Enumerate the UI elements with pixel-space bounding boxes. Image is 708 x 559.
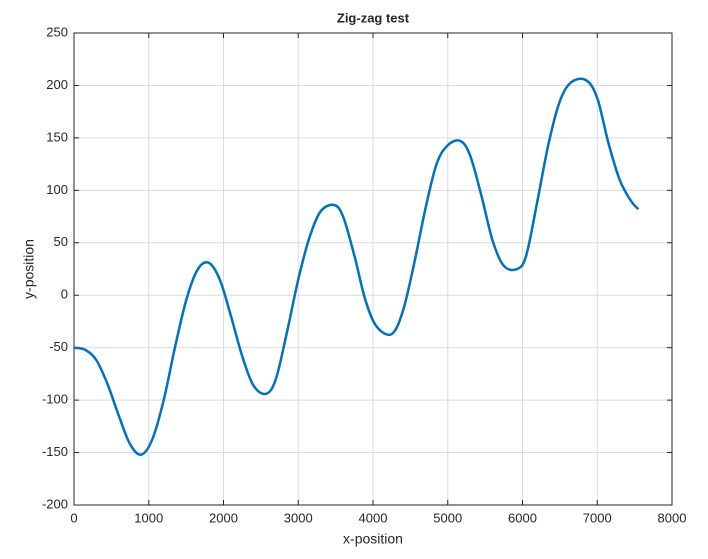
x-tick-label: 0 [70,510,77,525]
y-tick-label: -50 [49,339,68,354]
x-tick-label: 8000 [658,510,687,525]
y-tick-label: 150 [46,129,68,144]
y-tick-label: 200 [46,77,68,92]
y-tick-label: -100 [42,392,68,407]
y-tick-label: 0 [61,287,68,302]
y-tick-label: -200 [42,496,68,511]
y-tick-label: 50 [54,234,68,249]
y-tick-label: 100 [46,182,68,197]
chart-title: Zig-zag test [337,10,410,25]
y-axis-label: y-position [21,239,37,299]
x-axis-label: x-position [343,531,403,547]
x-tick-label: 2000 [209,510,238,525]
x-tick-label: 5000 [433,510,462,525]
x-tick-label: 1000 [134,510,163,525]
x-tick-label: 4000 [359,510,388,525]
y-tick-label: -150 [42,444,68,459]
x-tick-label: 7000 [583,510,612,525]
y-tick-label: 250 [46,24,68,39]
plot-frame [73,32,673,506]
x-tick-label: 6000 [508,510,537,525]
x-tick-label: 3000 [284,510,313,525]
data-line [73,77,640,456]
